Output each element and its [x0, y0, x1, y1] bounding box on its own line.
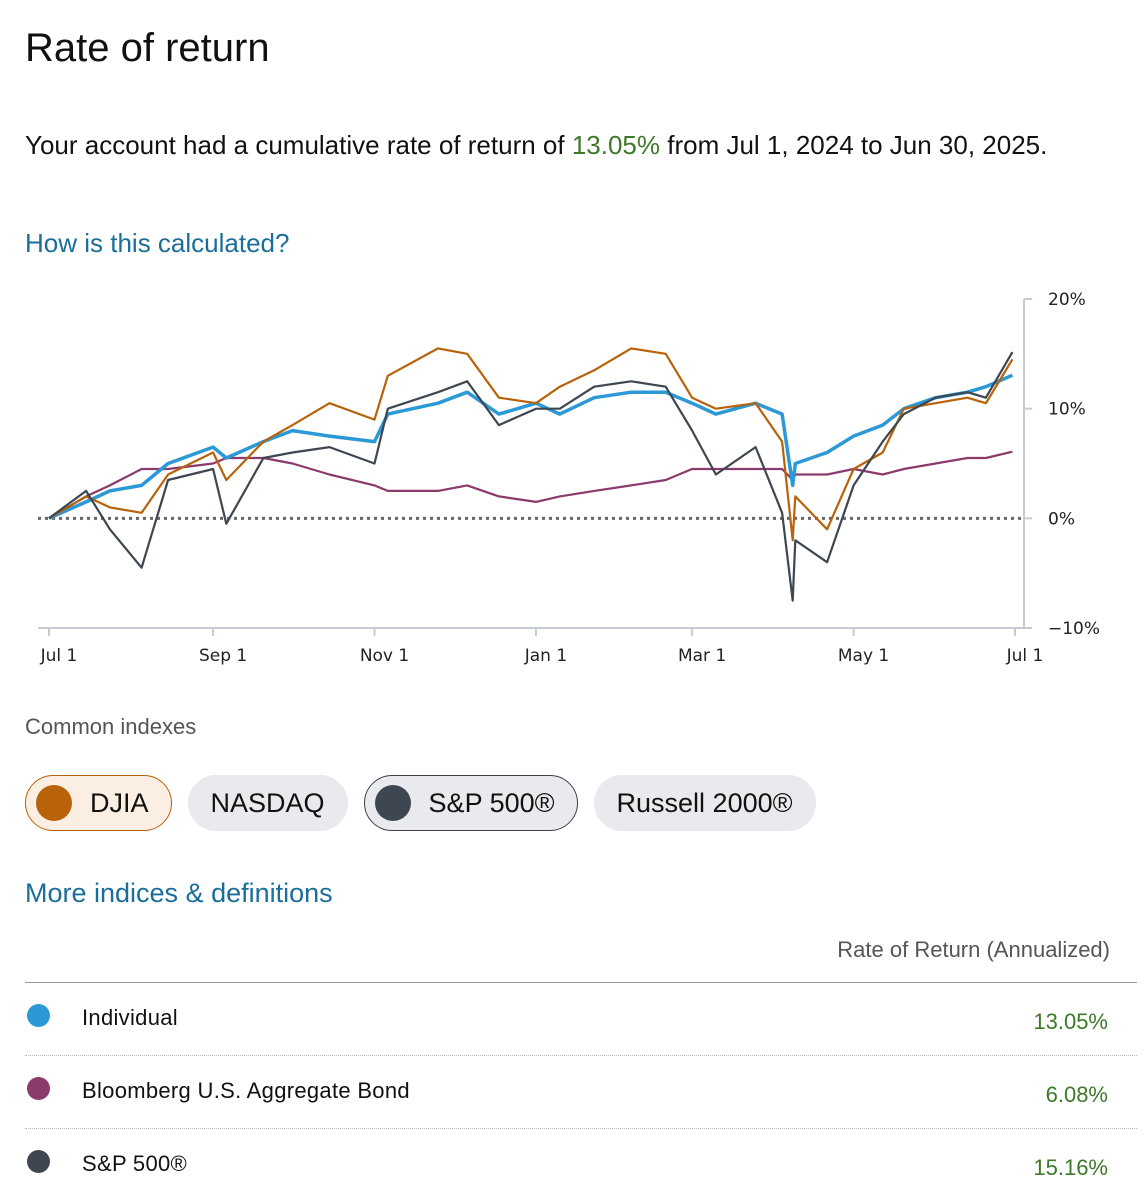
row-value: 13.05% [1033, 1009, 1108, 1034]
nasdaq-chip-label: NASDAQ [210, 787, 325, 818]
russell-2000-chip[interactable]: Russell 2000® [593, 775, 816, 831]
row-name: Individual [82, 1005, 178, 1030]
how-calculated-link[interactable]: How is this calculated? [25, 228, 290, 258]
chart-series [48, 347, 1014, 602]
common-indexes-label: Common indexes [25, 714, 197, 739]
sp500-chip-label: S&P 500® [428, 787, 555, 818]
y-tick-label: 10% [1048, 400, 1086, 420]
more-indices-link[interactable]: More indices & definitions [25, 878, 333, 908]
summary-suffix: from Jul 1, 2024 to Jun 30, 2025. [660, 130, 1048, 160]
djia-dot-icon [36, 785, 72, 821]
rate-of-return-chart: 20%10%0%−10%Jul 1 Sep 1 Nov 1 Jan 1 Mar 1 May… [38, 290, 1100, 666]
y-tick-label: −10% [1048, 619, 1100, 639]
row-name: Bloomberg U.S. Aggregate Bond [82, 1078, 410, 1103]
individual-legend-dot-icon [27, 1004, 50, 1027]
x-tick-label: May 1 [838, 646, 889, 666]
sp500-chip[interactable]: S&P 500® [363, 775, 578, 831]
y-tick-label: 0% [1048, 509, 1075, 529]
x-tick-label: Nov 1 [360, 646, 409, 666]
page-title: Rate of return [25, 26, 270, 70]
index-chip-group: DJIA NASDAQ S&P 500® Russell 2000® [25, 775, 816, 831]
y-tick-label: 20% [1048, 290, 1086, 310]
sp500-dot-icon [374, 785, 411, 821]
row-value: 15.16% [1033, 1155, 1108, 1180]
series-line-individual [48, 373, 1014, 520]
series-line-bond [48, 450, 1013, 520]
rate-of-return-header: Rate of Return (Annualized) [837, 937, 1110, 962]
table-row-individual: Individual 13.05% [25, 983, 1137, 1056]
x-tick-label: Jan 1 [524, 646, 567, 666]
djia-chip[interactable]: DJIA [25, 775, 172, 831]
russell-2000-chip-label: Russell 2000® [616, 787, 793, 818]
table-row-bond: Bloomberg U.S. Aggregate Bond 6.08% [25, 1056, 1137, 1129]
x-tick-label: Sep 1 [199, 646, 247, 666]
row-value: 6.08% [1045, 1082, 1108, 1107]
chart-axes: 20%10%0%−10%Jul 1 Sep 1 Nov 1 Jan 1 Mar 1 May… [38, 290, 1100, 666]
summary-prefix: Your account had a cumulative rate of re… [25, 130, 572, 160]
series-line-djia [48, 347, 1014, 542]
series-line-sp500 [48, 351, 1014, 602]
sp500-legend-dot-icon [27, 1150, 50, 1173]
returns-table: Individual 13.05% Bloomberg U.S. Aggrega… [25, 982, 1137, 1201]
nasdaq-chip[interactable]: NASDAQ [187, 775, 348, 831]
djia-chip-label: DJIA [90, 787, 149, 818]
row-name: S&P 500® [82, 1151, 188, 1176]
bond-legend-dot-icon [27, 1077, 50, 1100]
x-tick-label: Jul 1 [1006, 646, 1044, 666]
x-tick-label: Jul 1 [40, 646, 78, 666]
return-summary: Your account had a cumulative rate of re… [25, 124, 1115, 166]
summary-return-pct: 13.05% [571, 130, 660, 160]
x-tick-label: Mar 1 [678, 646, 726, 666]
table-row-sp500: S&P 500® 15.16% [25, 1129, 1137, 1201]
